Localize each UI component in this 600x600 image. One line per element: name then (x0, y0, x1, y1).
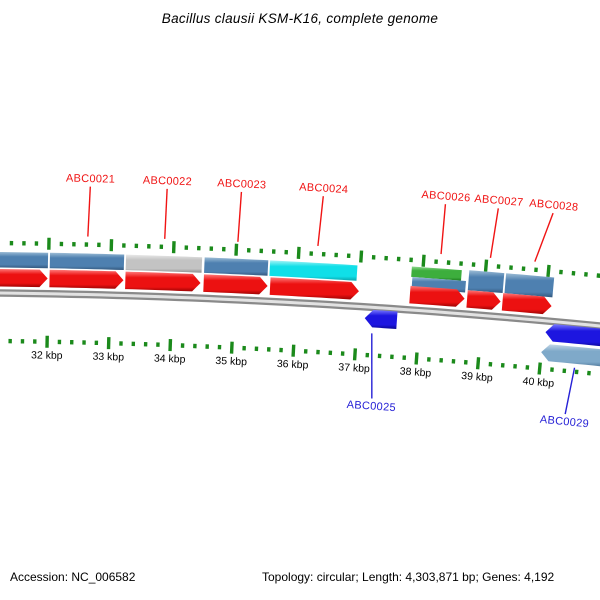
gene-label-ABC0022[interactable]: ABC0022 (143, 175, 193, 189)
gene-label-ABC0024[interactable]: ABC0024 (299, 181, 349, 196)
major-tick-top (546, 264, 551, 278)
gene-label-ABC0028[interactable]: ABC0028 (529, 197, 579, 213)
scale-label: 36 kbp (277, 358, 309, 372)
gene-ABC0023-fwd-cat[interactable] (204, 257, 269, 276)
scale-label: 40 kbp (522, 375, 555, 390)
gene-ABC0025-rev-cds[interactable] (364, 309, 398, 330)
leader-line-ABC0027 (489, 208, 500, 259)
feature-fwd-cat[interactable] (0, 251, 49, 269)
leader-line-ABC0026 (440, 204, 447, 255)
summary-text: Topology: circular; Length: 4,303,871 bp… (262, 570, 555, 584)
scale-label: 38 kbp (399, 365, 431, 379)
gene-ABC0024-fwd-cat[interactable] (269, 260, 358, 281)
leader-line-ABC0022 (164, 188, 168, 239)
features (0, 251, 600, 367)
gene-label-ABC0025[interactable]: ABC0025 (346, 399, 396, 414)
scale-label: 34 kbp (154, 353, 186, 366)
major-tick-bottom (475, 357, 481, 370)
gene-ABC0028-fwd-cds[interactable] (501, 293, 552, 315)
gene-ABC0027-fwd-cat-tall[interactable] (467, 270, 505, 294)
genome-backbone-core (0, 291, 600, 328)
leader-line-ABC0023 (237, 191, 243, 242)
gene-label-ABC0026[interactable]: ABC0026 (421, 189, 471, 205)
gene-label-ABC0021[interactable]: ABC0021 (66, 173, 115, 186)
major-tick-bottom (291, 344, 296, 357)
major-tick-bottom (537, 362, 542, 375)
gene-ABC0022-fwd-cat[interactable] (125, 254, 203, 273)
gene-ABC0021-fwd-cat[interactable] (49, 252, 125, 271)
leader-line-ABC0028 (534, 212, 554, 262)
scale-label: 37 kbp (338, 361, 370, 375)
scale-label: 39 kbp (461, 370, 494, 385)
scale-label: 32 kbp (31, 349, 63, 362)
leader-line-ABC0029 (564, 367, 576, 415)
gene-ABC0023-fwd-cds[interactable] (203, 274, 268, 295)
gene-ABC0028-fwd-cat-tall[interactable] (504, 273, 555, 298)
leader-line-ABC0021 (87, 186, 92, 237)
major-tick-top (234, 243, 239, 256)
major-tick-top (483, 259, 489, 272)
gene-label-ABC0027[interactable]: ABC0027 (474, 193, 524, 209)
map-title: Bacillus clausii KSM-K16, complete genom… (161, 11, 439, 26)
major-tick-top (296, 246, 301, 259)
leader-line-ABC0024 (317, 196, 324, 246)
major-tick-bottom (414, 352, 419, 365)
major-tick-top (359, 250, 364, 263)
gene-ABC0029-rev-cat[interactable] (541, 344, 600, 367)
major-tick-top (421, 254, 426, 267)
major-tick-bottom (229, 341, 234, 354)
accession-text: Accession: NC_006582 (10, 570, 136, 584)
gene-ABC0022-fwd-cds[interactable] (125, 271, 201, 292)
gene-label-ABC0023[interactable]: ABC0023 (217, 177, 267, 191)
scale-label: 33 kbp (92, 351, 124, 364)
major-tick-bottom (352, 348, 358, 361)
gene-ABC0026-fwd-cat-outer[interactable] (411, 266, 462, 281)
gene-ABC0024-fwd-cds[interactable] (269, 277, 359, 300)
gene-ABC0027-fwd-cds[interactable] (466, 290, 501, 310)
gene-label-ABC0029[interactable]: ABC0029 (539, 414, 589, 431)
feature-fwd-cds[interactable] (0, 269, 48, 288)
feature-rev-cds[interactable] (545, 324, 600, 347)
gene-ABC0021-fwd-cds[interactable] (49, 269, 124, 289)
scale-label: 35 kbp (215, 355, 247, 368)
ruler-ticks: 32 kbp 33 kbp 34 kbp 35 kbp 36 kbp 37 kbp 38 k… (8, 237, 600, 390)
gene-ABC0026-fwd-cds[interactable] (409, 285, 465, 307)
